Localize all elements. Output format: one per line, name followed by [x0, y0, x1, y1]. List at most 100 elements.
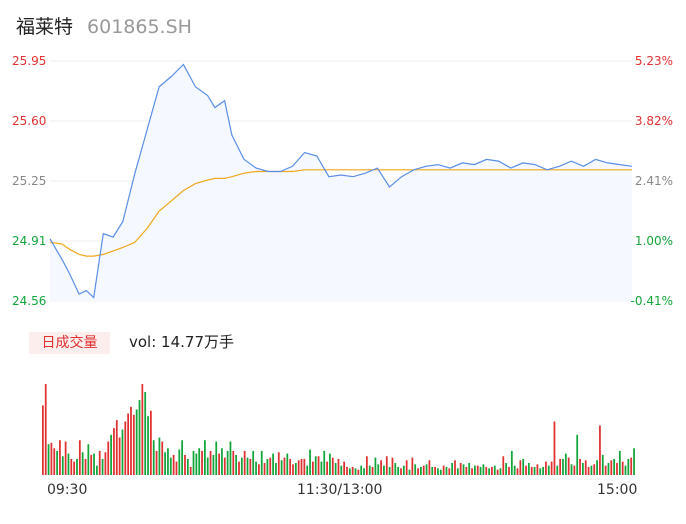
volume-bar: [167, 448, 169, 475]
volume-bar: [107, 441, 110, 475]
volume-bar: [96, 465, 98, 475]
volume-bar: [209, 450, 212, 475]
volume-bar: [130, 406, 132, 475]
volume-bar: [198, 448, 201, 475]
volume-bar: [178, 449, 181, 475]
volume-bar: [124, 421, 127, 475]
volume-bar: [67, 453, 70, 475]
volume-bar: [630, 457, 633, 475]
volume-bar: [479, 466, 482, 475]
volume-bar: [283, 457, 286, 475]
volume-badge: 日成交量: [29, 332, 110, 354]
volume-bar: [87, 444, 90, 475]
volume-bar: [53, 448, 56, 475]
volume-bar: [528, 462, 530, 475]
volume-bar: [340, 465, 343, 475]
volume-bar: [439, 469, 442, 475]
volume-bar: [312, 461, 314, 475]
volume-bar: [394, 462, 397, 475]
volume-bar: [425, 464, 428, 475]
volume-bar: [343, 461, 346, 475]
volume-bar: [323, 450, 326, 475]
pct-tick-3: 2.41%: [634, 174, 673, 188]
volume-bar: [454, 460, 456, 475]
time-tick-midday: 11:30/13:00: [297, 482, 383, 498]
time-tick-close: 15:00: [597, 482, 638, 498]
volume-bar: [519, 460, 522, 475]
stock-code: 601865.SH: [87, 16, 192, 38]
volume-bar: [181, 440, 184, 475]
volume-bar: [584, 460, 587, 475]
volume-bar: [522, 458, 525, 475]
volume-bar: [81, 452, 84, 475]
volume-bar: [596, 460, 598, 475]
volume-bar: [368, 465, 371, 475]
volume-bar: [366, 456, 368, 475]
volume-bar: [172, 454, 175, 475]
volume-bar: [240, 457, 243, 475]
volume-bar: [357, 469, 360, 475]
volume-bar: [314, 456, 317, 475]
volume-bar: [329, 453, 331, 475]
volume-bar: [164, 452, 166, 475]
volume-bar: [383, 465, 385, 475]
volume-bar: [607, 462, 610, 475]
volume-bar: [570, 464, 573, 475]
volume-bar: [496, 469, 499, 475]
volume-bar: [388, 466, 391, 475]
volume-bar: [371, 466, 374, 475]
volume-bar: [201, 450, 203, 475]
volume-bar: [482, 464, 485, 475]
volume-bar: [326, 461, 328, 475]
volume-bar: [218, 453, 220, 475]
volume-bar: [223, 457, 226, 475]
volume-bar: [309, 449, 311, 475]
volume-bar: [277, 452, 280, 475]
volume-bar: [56, 450, 58, 475]
volume-bar: [567, 457, 570, 475]
volume-bar: [510, 450, 513, 475]
volume-bar: [553, 421, 556, 475]
volume-bar: [391, 457, 394, 475]
volume-bar: [272, 453, 274, 475]
volume-bar: [238, 461, 240, 475]
volume-bar: [255, 461, 257, 475]
volume-bar: [320, 461, 323, 475]
volume-bar: [175, 461, 178, 475]
pct-tick-1: 5.23%: [634, 54, 673, 68]
volume-bar: [42, 405, 44, 475]
volume-bar: [385, 456, 388, 475]
volume-bar: [263, 462, 266, 475]
volume-bar: [221, 448, 223, 475]
volume-bar: [422, 465, 425, 475]
volume-bar: [434, 466, 436, 475]
volume-bar: [275, 462, 277, 475]
volume-bar: [405, 460, 408, 475]
volume-chart: [42, 384, 635, 475]
volume-bar: [380, 460, 382, 475]
volume-bar: [530, 466, 533, 475]
volume-bar: [616, 462, 618, 475]
price-tick-2: 25.60: [12, 114, 47, 128]
volume-bar: [573, 465, 576, 475]
volume-bar: [502, 456, 505, 475]
volume-bar: [334, 462, 337, 475]
volume-bar: [138, 400, 141, 475]
volume-bar: [533, 466, 536, 475]
volume-bar: [582, 462, 584, 475]
volume-bar: [206, 457, 209, 475]
volume-bar: [547, 465, 550, 475]
volume-bar: [161, 441, 164, 475]
volume-bar: [113, 428, 115, 475]
volume-bar: [618, 450, 621, 475]
volume-bar: [374, 457, 377, 475]
volume-bar: [243, 450, 246, 475]
volume-bar: [47, 444, 50, 475]
volume-bar: [121, 429, 124, 475]
volume-bar: [599, 425, 601, 475]
stock-name: 福莱特: [16, 16, 74, 38]
volume-bar: [474, 465, 476, 475]
volume-bar: [627, 458, 630, 475]
volume-bar: [331, 457, 334, 475]
volume-bar: [212, 454, 215, 475]
